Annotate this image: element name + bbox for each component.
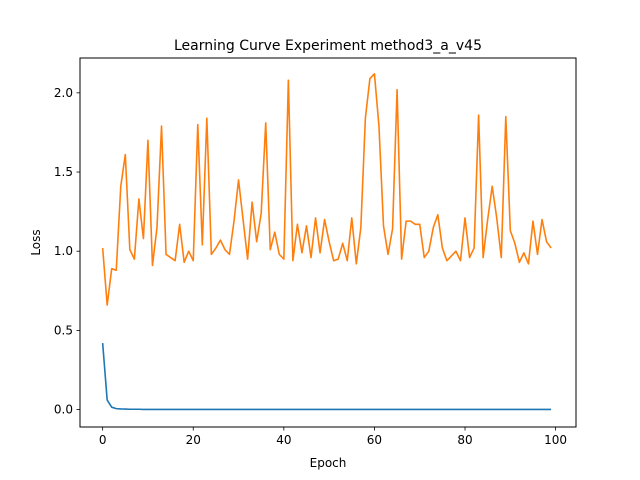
x-tick-label: 100 (544, 433, 567, 447)
axes-frame (79, 57, 577, 428)
y-axis-label: Loss (29, 229, 43, 255)
x-tick-label: 80 (457, 433, 472, 447)
chart-title: Learning Curve Experiment method3_a_v45 (174, 38, 482, 54)
series-line-1 (101, 342, 552, 411)
y-tick-label: 0.5 (54, 323, 73, 337)
y-tick-label: 1.0 (54, 244, 73, 258)
x-axis-ticks: 0 20 40 60 80 100 (99, 427, 567, 447)
y-tick-label: 2.0 (54, 86, 73, 100)
y-tick-label: 0.0 (54, 403, 73, 417)
series-layer (101, 73, 552, 411)
axes-layer (79, 57, 577, 428)
x-tick-label: 60 (367, 433, 382, 447)
plot-area (80, 58, 576, 427)
y-axis-ticks: 0.0 0.5 1.0 1.5 2.0 (54, 86, 80, 417)
y-tick-label: 1.5 (54, 165, 73, 179)
series-line-2 (101, 73, 552, 306)
x-tick-label: 0 (99, 433, 107, 447)
x-tick-label: 40 (276, 433, 291, 447)
x-axis-label: Epoch (310, 456, 347, 470)
x-tick-label: 20 (186, 433, 201, 447)
